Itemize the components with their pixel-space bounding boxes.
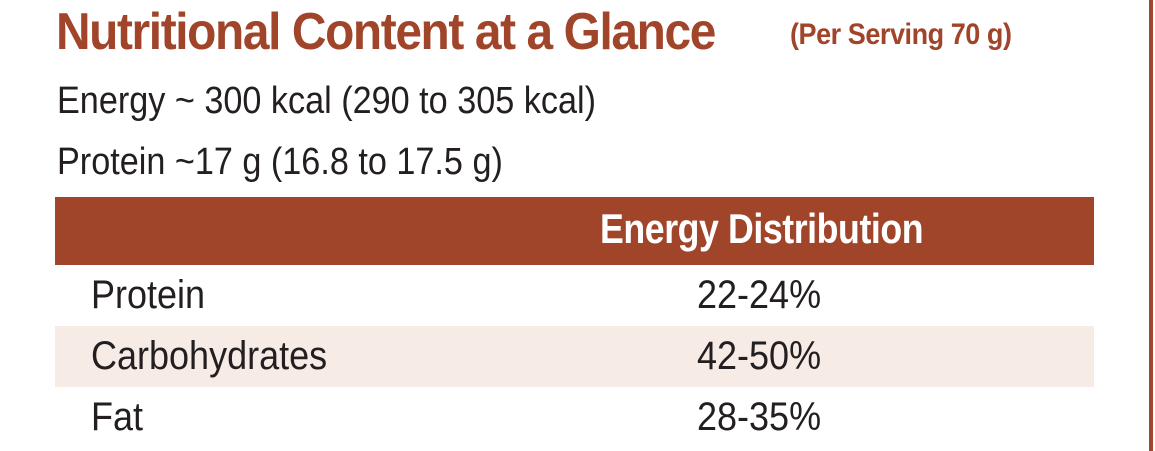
energy-summary: Energy ~ 300 kcal (290 to 305 kcal) — [57, 80, 596, 122]
nutrient-label: Protein — [91, 273, 206, 317]
nutrient-label: Fat — [91, 395, 144, 439]
page-title: Nutritional Content at a Glance — [56, 3, 716, 61]
serving-size-subtitle: (Per Serving 70 g) — [790, 18, 1012, 51]
table-header: Energy Distribution — [55, 197, 1094, 265]
energy-percentage: 28-35% — [697, 395, 822, 439]
table-row: Fat 28-35% — [55, 387, 1094, 448]
energy-percentage: 22-24% — [697, 273, 822, 317]
protein-summary: Protein ~17 g (16.8 to 17.5 g) — [57, 141, 503, 183]
energy-percentage: 42-50% — [697, 334, 822, 378]
table-row: Carbohydrates 42-50% — [55, 326, 1094, 387]
right-divider-rule — [1149, 0, 1153, 451]
table-header-label: Energy Distribution — [600, 205, 924, 252]
nutrient-label: Carbohydrates — [91, 334, 328, 378]
title-row: Nutritional Content at a Glance — [56, 2, 772, 62]
table-row: Protein 22-24% — [55, 265, 1094, 326]
energy-distribution-table: Energy Distribution Protein 22-24% Carbo… — [55, 197, 1094, 448]
